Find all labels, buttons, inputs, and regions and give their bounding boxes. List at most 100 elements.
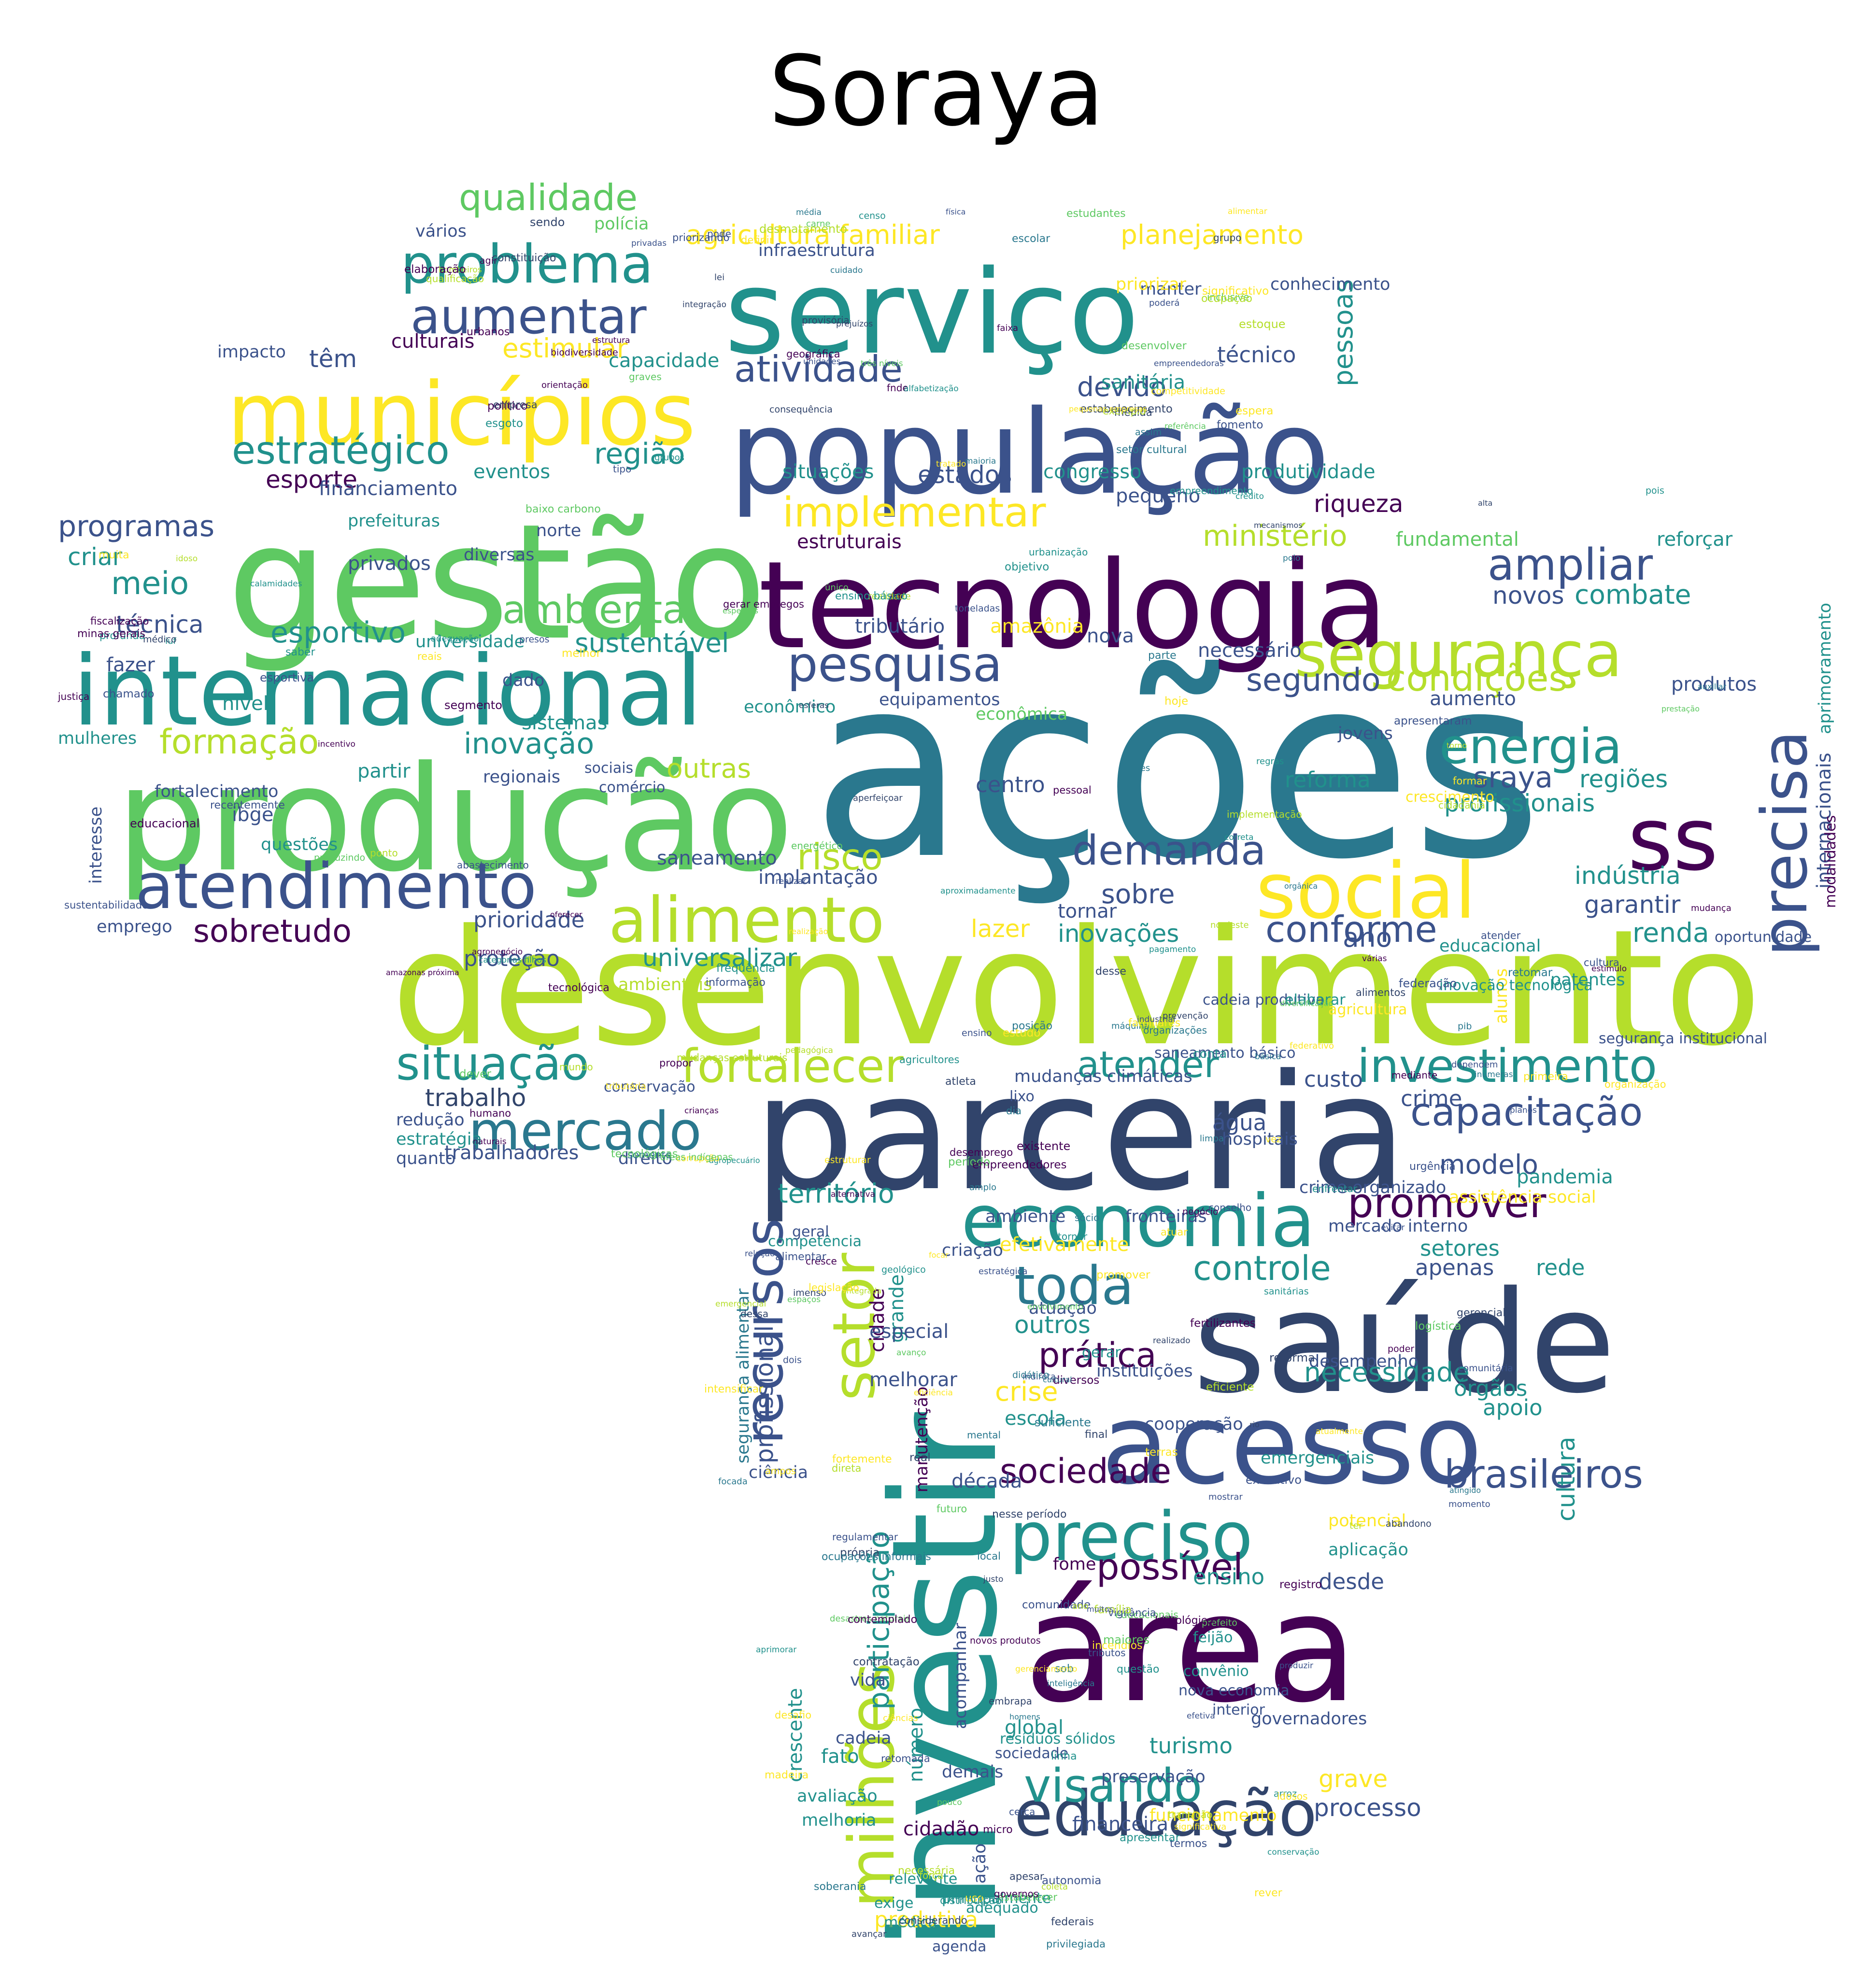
wordcloud-word: provisória — [802, 314, 850, 326]
wordcloud-word: censo — [859, 211, 886, 221]
wordcloud-word: gerar — [1082, 1344, 1121, 1361]
wordcloud-word: inovação — [464, 727, 594, 761]
wordcloud-word: idosos — [1277, 1790, 1308, 1802]
wordcloud-word: rio — [1249, 1420, 1260, 1429]
wordcloud-word: precisa — [1748, 730, 1821, 956]
wordcloud-word: estimulo — [1591, 964, 1627, 974]
wordcloud-word: desenvolvimento — [391, 895, 1761, 1081]
wordcloud-word: fome — [1053, 1555, 1096, 1574]
wordcloud-word: priorizando — [672, 232, 730, 243]
wordcloud-word: urbanos — [467, 326, 510, 338]
wordcloud-word: lei — [714, 272, 724, 283]
wordcloud-word: atender — [1077, 1043, 1219, 1086]
wordcloud-word: estratégica — [979, 1266, 1027, 1277]
wordcloud-word: pessoas — [1328, 279, 1359, 386]
wordcloud-word: prefeito — [1202, 1618, 1237, 1628]
wordcloud-word: bombeiros — [439, 265, 482, 275]
wordcloud-word: naturais — [473, 1137, 507, 1147]
wordcloud-word: acompanhar — [951, 1622, 970, 1729]
wordcloud-word: situação — [396, 1037, 589, 1091]
wordcloud-word: parte — [1148, 650, 1177, 662]
wordcloud-word: incendios — [1092, 1640, 1143, 1652]
wordcloud-word: condições — [1386, 657, 1567, 699]
wordcloud-word: oportunidade — [1715, 929, 1812, 946]
wordcloud-word: muita — [99, 549, 129, 561]
wordcloud-word: agenda — [932, 1938, 986, 1955]
wordcloud-word: ministério — [1203, 519, 1348, 553]
wordcloud-word: área — [1024, 1562, 1358, 1736]
wordcloud-word: força — [919, 1870, 943, 1881]
wordcloud-word: vez — [1265, 1134, 1281, 1145]
wordcloud-word: sobretudo — [193, 913, 352, 950]
wordcloud-word: adequação — [431, 634, 479, 644]
wordcloud-word: idoso — [176, 554, 198, 564]
wordcloud-word: número — [905, 1708, 927, 1782]
wordcloud-word: intensificar — [704, 1383, 764, 1395]
wordcloud-word: gerenciamento — [1015, 1664, 1077, 1674]
wordcloud-word: renda — [1632, 917, 1709, 948]
wordcloud-word: grave — [1319, 1765, 1388, 1793]
wordcloud-word: básica — [1255, 1052, 1281, 1062]
wordcloud-word: produtiva — [874, 1907, 978, 1932]
wordcloud-word: vários — [415, 222, 467, 241]
wordcloud-word: ibge — [232, 804, 274, 826]
wordcloud-word: local — [977, 1550, 1001, 1562]
wordcloud-word: interesse — [86, 807, 106, 884]
wordcloud-word: demanda — [1072, 827, 1266, 875]
wordcloud-word: ação — [970, 1843, 990, 1884]
wordcloud-word: saneamento básico — [1154, 1045, 1295, 1062]
wordcloud-word: mecanismos — [1254, 521, 1303, 530]
wordcloud-word: alta — [1478, 498, 1492, 508]
wordcloud-word: esferas — [799, 701, 829, 710]
wordcloud-word: segundo — [1246, 662, 1381, 698]
wordcloud-word: diversos — [1053, 1374, 1099, 1387]
wordcloud-word: crime — [1401, 1086, 1462, 1111]
wordcloud-word: federação — [1399, 977, 1457, 990]
wordcloud-word: garantir — [1584, 891, 1681, 919]
wordcloud-word: melhorar — [869, 1369, 957, 1391]
wordcloud-word: avançar — [851, 1929, 887, 1939]
wordcloud-word: fiscalização — [90, 615, 149, 627]
wordcloud-word: principalmente — [942, 1890, 1051, 1907]
wordcloud-word: especiais — [723, 606, 758, 615]
wordcloud-word: parceria — [753, 1040, 1407, 1226]
wordcloud-word: várias — [1362, 954, 1387, 964]
wordcloud-word: fortemente — [832, 1453, 892, 1465]
wordcloud-word: político — [487, 400, 528, 412]
wordcloud-word: somente — [627, 1149, 672, 1161]
wordcloud-word: espaços — [787, 1295, 821, 1305]
wordcloud-word: recentemente — [210, 799, 285, 811]
wordcloud-word: econômico — [744, 697, 836, 717]
wordcloud-word: diversificação — [1280, 999, 1333, 1008]
wordcloud-word: mercado — [468, 1100, 702, 1162]
wordcloud-word: definir — [741, 234, 774, 246]
wordcloud-word: focada — [718, 1477, 748, 1487]
wordcloud-word: questões — [261, 835, 338, 854]
wordcloud-word: regras — [1256, 756, 1284, 767]
wordcloud-word: alfabetização — [904, 384, 959, 394]
wordcloud-word: enfrentar — [1312, 1183, 1358, 1194]
wordcloud-word: conselho — [1208, 1202, 1251, 1213]
wordcloud-word: desemprego — [950, 1147, 1013, 1158]
wordcloud-word: segurança — [1294, 618, 1622, 691]
wordcloud-word: envolvimento — [1027, 1302, 1083, 1312]
wordcloud-word: emergencial — [715, 1299, 766, 1309]
wordcloud-word: escolar — [1012, 233, 1050, 245]
wordcloud-word: embrapa — [989, 1695, 1032, 1707]
wordcloud-word: suficiente — [1035, 1416, 1091, 1429]
wordcloud-word: dois — [783, 1355, 802, 1365]
wordcloud-word: evitar — [1381, 1223, 1405, 1233]
wordcloud-word: equipamentos — [879, 690, 1000, 710]
wordcloud-word: região — [594, 437, 685, 471]
wordcloud-word: contemplado — [848, 1614, 917, 1626]
wordcloud-word: pequenas empresas — [1069, 404, 1147, 413]
wordcloud-word: logística — [1415, 1320, 1462, 1333]
wordcloud-word: mercado interno — [1328, 1217, 1468, 1236]
wordcloud-word: reforma — [1269, 1351, 1315, 1364]
wordcloud-word: setor cultural — [1116, 444, 1187, 456]
wordcloud-word: tecnológicas — [611, 1148, 678, 1160]
wordcloud-word: exige — [874, 1895, 914, 1912]
wordcloud-word: alimentar — [775, 1251, 827, 1263]
wordcloud-word: necessário — [1198, 639, 1302, 662]
wordcloud-word: processo — [1314, 1794, 1421, 1822]
